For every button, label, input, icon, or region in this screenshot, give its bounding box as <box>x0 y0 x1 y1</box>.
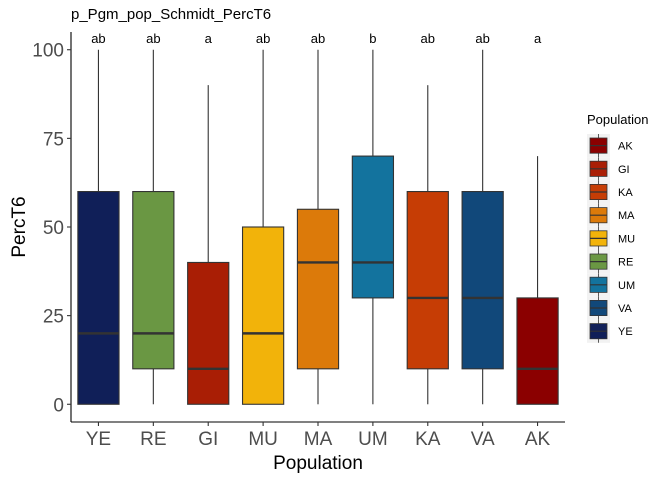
box-iqr <box>516 297 559 405</box>
axes: 0 25 50 75 100 YE RE GI MU MA UM KA VA AK <box>32 32 565 450</box>
legend-label: RE <box>618 257 633 269</box>
box-iqr <box>77 190 120 405</box>
legend-item-va: VA <box>587 296 633 320</box>
x-tick-label: GI <box>198 429 218 450</box>
plot-area: ab ab a ab ab b ab ab a <box>77 31 559 405</box>
box-gi: a <box>187 31 230 405</box>
box-mu: ab <box>241 31 285 405</box>
significance-label: b <box>369 31 376 46</box>
legend-title: Population <box>587 112 648 127</box>
significance-label: ab <box>91 31 105 46</box>
significance-label: a <box>534 31 542 46</box>
x-tick-label: UM <box>358 429 388 450</box>
x-axis-title: Population <box>273 453 363 474</box>
y-tick-label: 0 <box>53 395 64 416</box>
legend-item-re: RE <box>587 250 633 274</box>
y-tick-label: 25 <box>43 307 64 328</box>
legend-item-ma: MA <box>587 203 635 227</box>
legend-label: AK <box>618 141 633 153</box>
box-iqr <box>241 226 285 405</box>
legend: Population AK GI KA MA MU RE UM VA YE <box>587 112 648 343</box>
x-tick-label: MA <box>304 429 333 450</box>
legend-item-mu: MU <box>587 226 635 250</box>
significance-label: ab <box>256 31 270 46</box>
legend-item-um: UM <box>587 273 635 297</box>
y-tick-label: 100 <box>32 41 64 62</box>
legend-label: MU <box>618 233 635 245</box>
significance-label: a <box>205 31 213 46</box>
box-iqr <box>461 190 504 370</box>
legend-item-gi: GI <box>587 157 630 181</box>
x-tick-label: MU <box>248 429 278 450</box>
legend-label: VA <box>618 303 633 315</box>
legend-label: KA <box>618 187 633 199</box>
box-um: b <box>351 31 395 405</box>
y-tick-label: 75 <box>43 129 64 150</box>
legend-item-ye: YE <box>587 319 633 343</box>
x-tick-label: AK <box>525 429 551 450</box>
box-iqr <box>351 155 395 299</box>
x-tick-label: KA <box>415 429 441 450</box>
significance-label: ab <box>475 31 489 46</box>
significance-label: ab <box>311 31 325 46</box>
box-re: ab <box>132 31 175 405</box>
chart-title: p_Pgm_pop_Schmidt_PercT6 <box>71 6 271 23</box>
x-tick-label: VA <box>471 429 495 450</box>
box-iqr <box>296 208 340 370</box>
y-tick-label: 50 <box>43 218 64 239</box>
legend-label: MA <box>618 210 635 222</box>
box-ye: ab <box>77 31 120 405</box>
box-iqr <box>132 190 175 370</box>
legend-item-ak: AK <box>587 134 633 158</box>
box-iqr <box>187 261 230 405</box>
significance-label: ab <box>146 31 160 46</box>
box-ka: ab <box>406 31 449 405</box>
box-ak: a <box>516 31 559 405</box>
legend-label: UM <box>618 280 635 292</box>
y-axis-title: PercT6 <box>9 196 30 257</box>
box-iqr <box>406 190 449 370</box>
legend-label: GI <box>618 164 630 176</box>
box-ma: ab <box>296 31 340 405</box>
significance-label: ab <box>421 31 435 46</box>
legend-item-ka: KA <box>587 180 633 204</box>
box-va: ab <box>461 31 504 405</box>
x-tick-label: RE <box>140 429 166 450</box>
x-tick-label: YE <box>86 429 111 450</box>
legend-label: YE <box>618 326 633 338</box>
